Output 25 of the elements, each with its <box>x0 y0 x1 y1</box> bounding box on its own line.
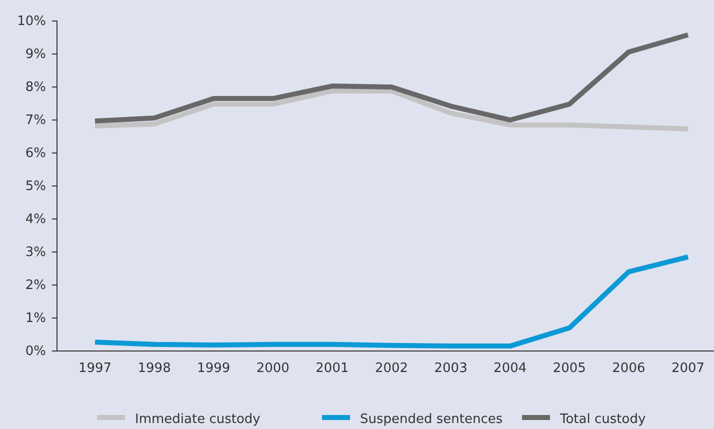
x-tick-label: 2007 <box>671 361 705 376</box>
x-tick-label: 1998 <box>138 361 171 376</box>
legend-label: Suspended sentences <box>360 412 503 427</box>
x-tick-label: 2005 <box>552 361 586 376</box>
y-tick-label: 6% <box>25 146 46 162</box>
legend-label: Total custody <box>559 412 646 427</box>
legend-label: Immediate custody <box>135 412 261 427</box>
x-tick-label: 2002 <box>374 361 408 376</box>
y-tick-label: 7% <box>25 113 46 128</box>
x-tick-label: 2006 <box>612 361 646 376</box>
y-tick-label: 3% <box>25 245 46 260</box>
x-tick-label: 2004 <box>494 361 527 376</box>
y-tick-label: 10% <box>17 14 46 30</box>
y-tick-label: 8% <box>25 80 46 96</box>
x-tick-label: 2003 <box>434 361 468 376</box>
x-tick-label: 1999 <box>197 361 230 376</box>
x-tick-label: 2000 <box>256 361 290 376</box>
y-tick-label: 1% <box>25 311 46 326</box>
y-tick-label: 2% <box>25 278 46 294</box>
y-tick-label: 4% <box>25 212 46 228</box>
x-tick-label: 1997 <box>78 361 112 376</box>
y-tick-label: 9% <box>25 47 46 62</box>
y-tick-label: 0% <box>25 344 46 360</box>
x-tick-label: 2001 <box>316 361 349 376</box>
y-tick-label: 5% <box>25 179 46 194</box>
